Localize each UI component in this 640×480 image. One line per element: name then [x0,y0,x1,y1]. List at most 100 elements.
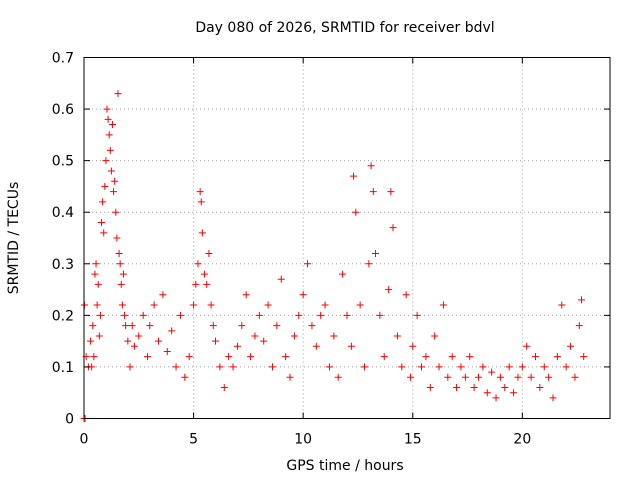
data-point [578,296,586,304]
data-point [523,342,531,350]
data-point [545,373,553,381]
data-point [225,353,233,361]
data-point [128,322,136,330]
data-point [216,363,224,371]
data-point [457,363,465,371]
data-point [124,337,132,345]
data-point [198,229,206,237]
data-point [103,105,111,113]
data-point [510,389,518,397]
data-point [116,260,124,268]
data-point [112,208,120,216]
data-point [196,188,204,196]
data-point [470,384,478,392]
y-tick-label: 0.1 [52,360,74,376]
data-point [104,115,112,123]
data-point [181,373,189,381]
x-tick-labels: 0 5 10 15 20 [80,432,532,448]
data-point [205,249,213,257]
data-point [325,363,333,371]
axis-ticks [83,57,610,419]
data-point [176,311,184,319]
data-point [461,373,469,381]
data-point [448,353,456,361]
data-point [115,249,123,257]
data-point [268,363,276,371]
data-point [107,167,115,175]
x-tick-label: 0 [80,432,89,448]
data-point [110,188,118,196]
data-point [575,322,583,330]
data-point [505,363,513,371]
y-tick-label: 0.4 [52,205,74,221]
data-point [413,311,421,319]
data-point [330,332,338,340]
data-point [119,270,127,278]
data-point [393,332,401,340]
data-point [238,322,246,330]
y-tick-labels: 0 0.1 0.2 0.3 0.4 0.5 0.6 0.7 [52,51,74,428]
data-point [435,363,443,371]
data-point [466,353,474,361]
data-point [562,363,570,371]
data-point [299,291,307,299]
data-point [108,121,116,129]
data-point [155,337,163,345]
data-point [514,373,522,381]
data-point [483,389,491,397]
data-point [264,301,272,309]
data-point [347,342,355,350]
data-point [439,301,447,309]
data-point [251,332,259,340]
data-point [371,249,379,257]
data-point [536,384,544,392]
data-point [111,177,119,185]
data-point [385,286,393,294]
data-point [475,373,482,381]
data-point [308,322,316,330]
data-point [92,260,100,268]
data-point [220,384,228,392]
data-point [389,224,397,232]
y-tick-label: 0.6 [52,102,74,118]
data-point [369,188,377,196]
data-point [203,280,211,288]
data-point [558,301,566,309]
data-point [98,219,106,227]
data-point [101,182,109,190]
data-point [194,260,202,268]
y-tick-label: 0.3 [52,257,74,273]
data-point [444,373,452,381]
data-point [295,311,303,319]
data-point [117,280,125,288]
data-point [168,327,176,335]
data-point [146,322,154,330]
data-point [247,353,255,361]
data-point [488,368,496,376]
data-point [304,260,312,268]
data-point [365,260,373,268]
data-point [150,301,158,309]
data-point [402,291,410,299]
data-point [260,337,268,345]
data-point [192,280,200,288]
y-tick-label: 0.7 [52,51,74,67]
x-tick-label: 10 [294,432,312,448]
data-point [321,301,329,309]
data-point [496,373,504,381]
data-point [380,353,388,361]
data-point [352,208,360,216]
y-tick-label: 0 [65,412,74,428]
y-tick-label: 0.2 [52,308,74,324]
data-point [172,363,180,371]
data-point [277,275,285,283]
data-point [185,353,193,361]
y-tick-label: 0.5 [52,154,74,170]
data-point [229,363,237,371]
data-point [99,198,107,206]
data-point [553,353,561,361]
data-point [312,342,320,350]
data-point [197,198,205,206]
data-point [492,394,500,402]
data-point [94,280,102,288]
